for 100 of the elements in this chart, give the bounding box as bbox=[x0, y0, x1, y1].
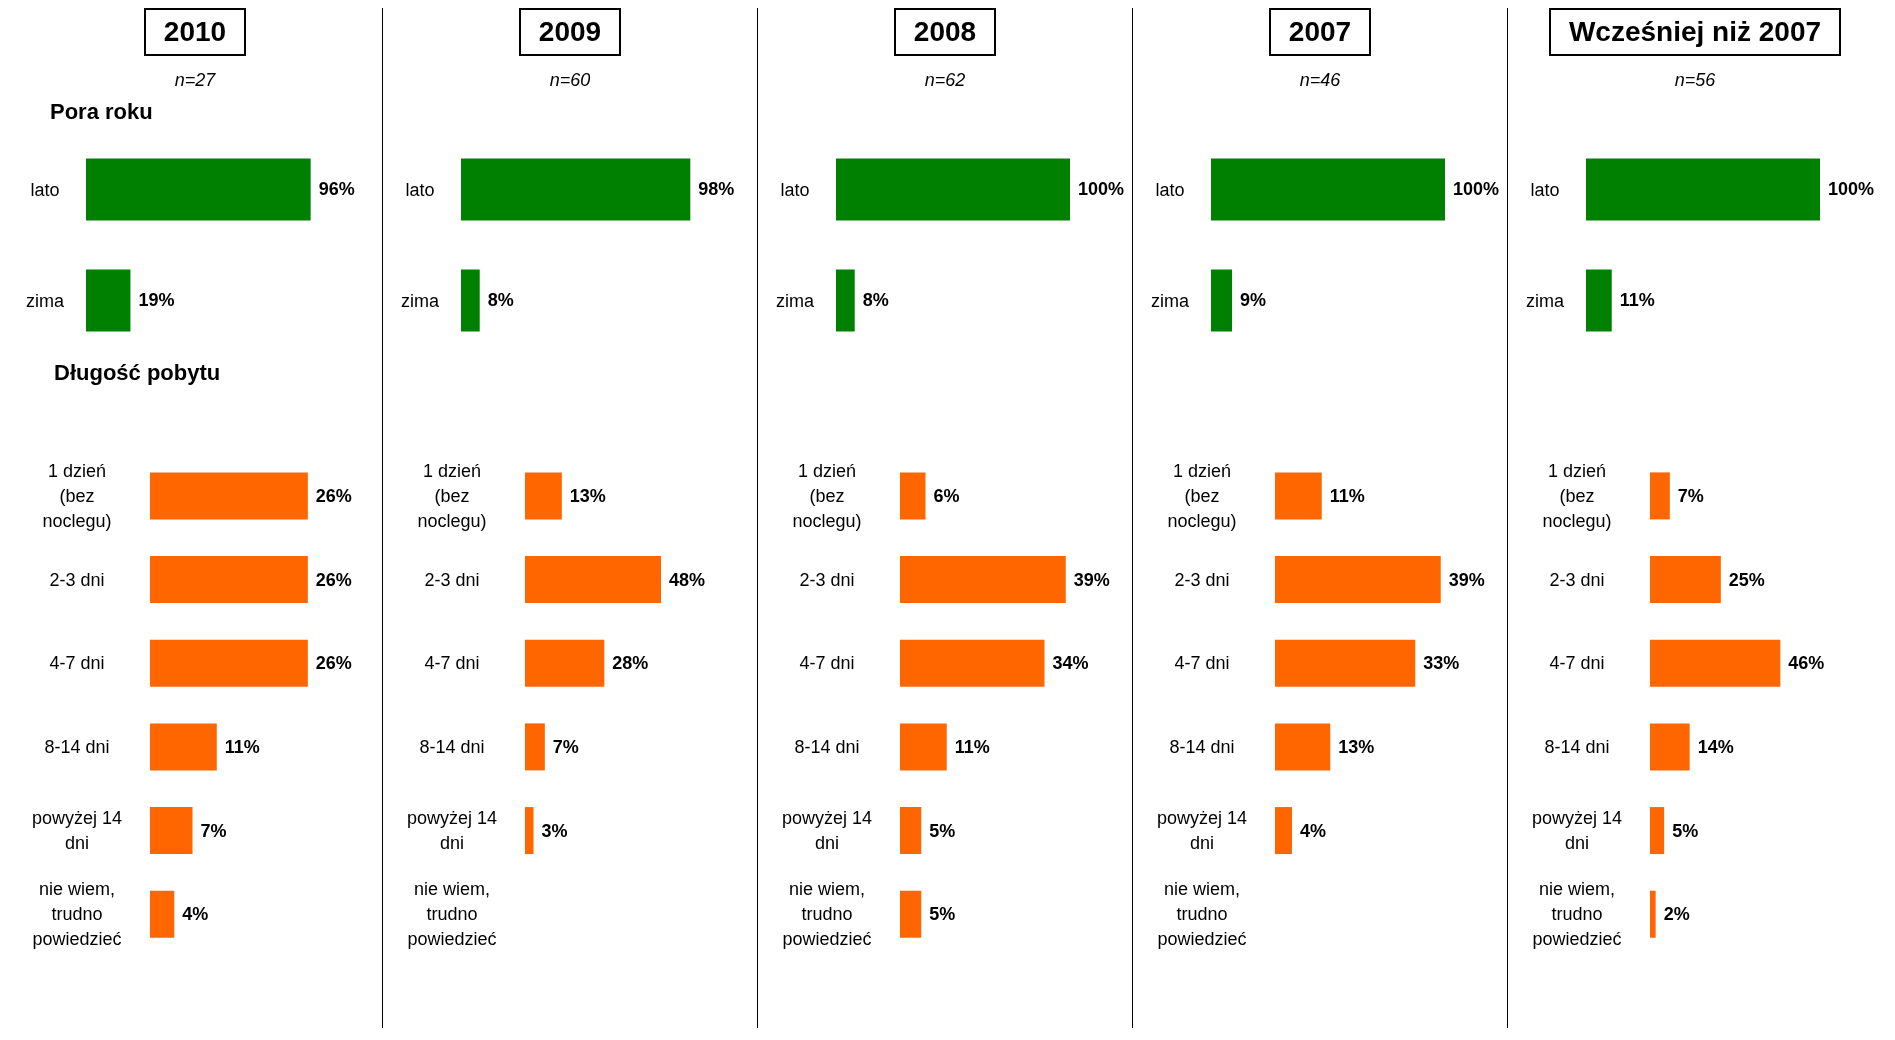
bar bbox=[1650, 890, 1656, 938]
bar bbox=[900, 890, 922, 938]
y-tick-label: lato bbox=[1155, 179, 1185, 200]
y-tick-label: nie wiem, trudno powiedzieć bbox=[1532, 879, 1622, 950]
y-tick-label: nie wiem, trudno powiedzieć bbox=[32, 879, 122, 950]
y-tick-label: zima bbox=[25, 290, 65, 311]
y-tick-label: lato bbox=[30, 179, 60, 200]
y-tick-label: zima bbox=[775, 290, 815, 311]
data-label: 39% bbox=[1073, 569, 1110, 590]
y-tick-label: zima bbox=[400, 290, 440, 311]
bar bbox=[1275, 723, 1331, 771]
data-label: 7% bbox=[1677, 485, 1704, 506]
y-tick-label: lato bbox=[1530, 179, 1560, 200]
chart-title: 2009 bbox=[518, 8, 622, 56]
data-label: 11% bbox=[1619, 290, 1655, 311]
y-tick-label: 2-3 dni bbox=[424, 569, 480, 590]
data-label: 13% bbox=[569, 485, 606, 506]
y-tick-label: 1 dzień (bez noclegu) bbox=[1542, 460, 1612, 531]
y-tick-label: powyżej 14 dni bbox=[1531, 808, 1623, 853]
bar bbox=[150, 472, 308, 520]
y-tick-label: powyżej 14 dni bbox=[406, 808, 498, 853]
data-label: 8% bbox=[862, 290, 889, 311]
y-tick-label: 1 dzień (bez noclegu) bbox=[42, 460, 112, 531]
bar bbox=[525, 639, 605, 687]
bar bbox=[1275, 807, 1292, 855]
data-label: 98% bbox=[698, 179, 735, 200]
data-label: 6% bbox=[933, 485, 960, 506]
bar bbox=[150, 639, 308, 687]
data-label: 48% bbox=[669, 569, 706, 590]
data-label: 5% bbox=[929, 820, 956, 841]
y-tick-label: 2-3 dni bbox=[1174, 569, 1230, 590]
data-label: 46% bbox=[1788, 653, 1825, 674]
text: Długość pobytu bbox=[54, 360, 221, 386]
y-tick-label: nie wiem, trudno powiedzieć bbox=[1157, 879, 1247, 950]
bar bbox=[1650, 723, 1690, 771]
data-label: 34% bbox=[1052, 653, 1089, 674]
y-tick-label: zima bbox=[1150, 290, 1190, 311]
chart-subtitle: n=56 bbox=[1673, 70, 1717, 92]
data-label: 19% bbox=[138, 290, 175, 311]
bar bbox=[1275, 639, 1416, 687]
bar bbox=[1275, 556, 1441, 604]
data-label: 11% bbox=[1329, 485, 1365, 506]
data-label: 3% bbox=[541, 820, 568, 841]
y-tick-label: 4-7 dni bbox=[1549, 653, 1605, 674]
bar bbox=[525, 556, 661, 604]
text: Pora roku bbox=[50, 99, 153, 125]
y-tick-label: nie wiem, trudno powiedzieć bbox=[782, 879, 872, 950]
data-label: 26% bbox=[315, 569, 352, 590]
y-tick-label: 4-7 dni bbox=[424, 653, 480, 674]
y-tick-label: 8-14 dni bbox=[794, 736, 860, 757]
y-tick-label: 2-3 dni bbox=[799, 569, 855, 590]
data-label: 13% bbox=[1338, 736, 1375, 757]
y-tick-label: 8-14 dni bbox=[419, 736, 485, 757]
bar bbox=[1650, 472, 1670, 520]
chart-title: 2007 bbox=[1268, 8, 1372, 56]
y-tick-label: 2-3 dni bbox=[1549, 569, 1605, 590]
data-label: 14% bbox=[1697, 736, 1734, 757]
data-label: 28% bbox=[612, 653, 649, 674]
data-label: 4% bbox=[182, 904, 209, 925]
bar bbox=[900, 807, 922, 855]
y-tick-label: 4-7 dni bbox=[1174, 653, 1230, 674]
bar bbox=[1650, 807, 1665, 855]
y-tick-label: powyżej 14 dni bbox=[781, 808, 873, 853]
y-tick-label: 8-14 dni bbox=[1544, 736, 1610, 757]
y-tick-label: nie wiem, trudno powiedzieć bbox=[407, 879, 497, 950]
data-label: 100% bbox=[1828, 179, 1875, 200]
bar bbox=[525, 472, 562, 520]
chart-title: Wcześniej niż 2007 bbox=[1548, 8, 1842, 56]
bar bbox=[900, 556, 1066, 604]
data-label: 5% bbox=[929, 904, 956, 925]
chart-title: 2010 bbox=[143, 8, 247, 56]
y-tick-label: powyżej 14 dni bbox=[1156, 808, 1248, 853]
data-label: 26% bbox=[315, 653, 352, 674]
bar bbox=[150, 723, 217, 771]
y-tick-label: 8-14 dni bbox=[1169, 736, 1235, 757]
bar bbox=[900, 472, 926, 520]
data-label: 7% bbox=[552, 736, 579, 757]
data-label: 5% bbox=[1672, 820, 1699, 841]
data-label: 33% bbox=[1423, 653, 1460, 674]
y-tick-label: 1 dzień (bez noclegu) bbox=[417, 460, 487, 531]
chart-subtitle: n=62 bbox=[923, 70, 967, 92]
data-label: 100% bbox=[1453, 179, 1500, 200]
data-label: 8% bbox=[487, 290, 514, 311]
y-tick-label: lato bbox=[405, 179, 435, 200]
bar bbox=[525, 807, 534, 855]
chart-subtitle: n=60 bbox=[548, 70, 592, 92]
data-label: 11% bbox=[954, 736, 990, 757]
data-label: 96% bbox=[318, 179, 355, 200]
data-label: 39% bbox=[1448, 569, 1485, 590]
y-tick-label: powyżej 14 dni bbox=[31, 808, 123, 853]
chart-subtitle: n=46 bbox=[1298, 70, 1342, 92]
data-label: 2% bbox=[1663, 904, 1690, 925]
data-label: 9% bbox=[1240, 290, 1267, 311]
y-tick-label: 8-14 dni bbox=[44, 736, 110, 757]
bar bbox=[900, 723, 947, 771]
bar bbox=[900, 639, 1045, 687]
data-label: 11% bbox=[224, 736, 260, 757]
y-tick-label: lato bbox=[780, 179, 810, 200]
bar bbox=[1650, 639, 1781, 687]
bar bbox=[150, 890, 175, 938]
